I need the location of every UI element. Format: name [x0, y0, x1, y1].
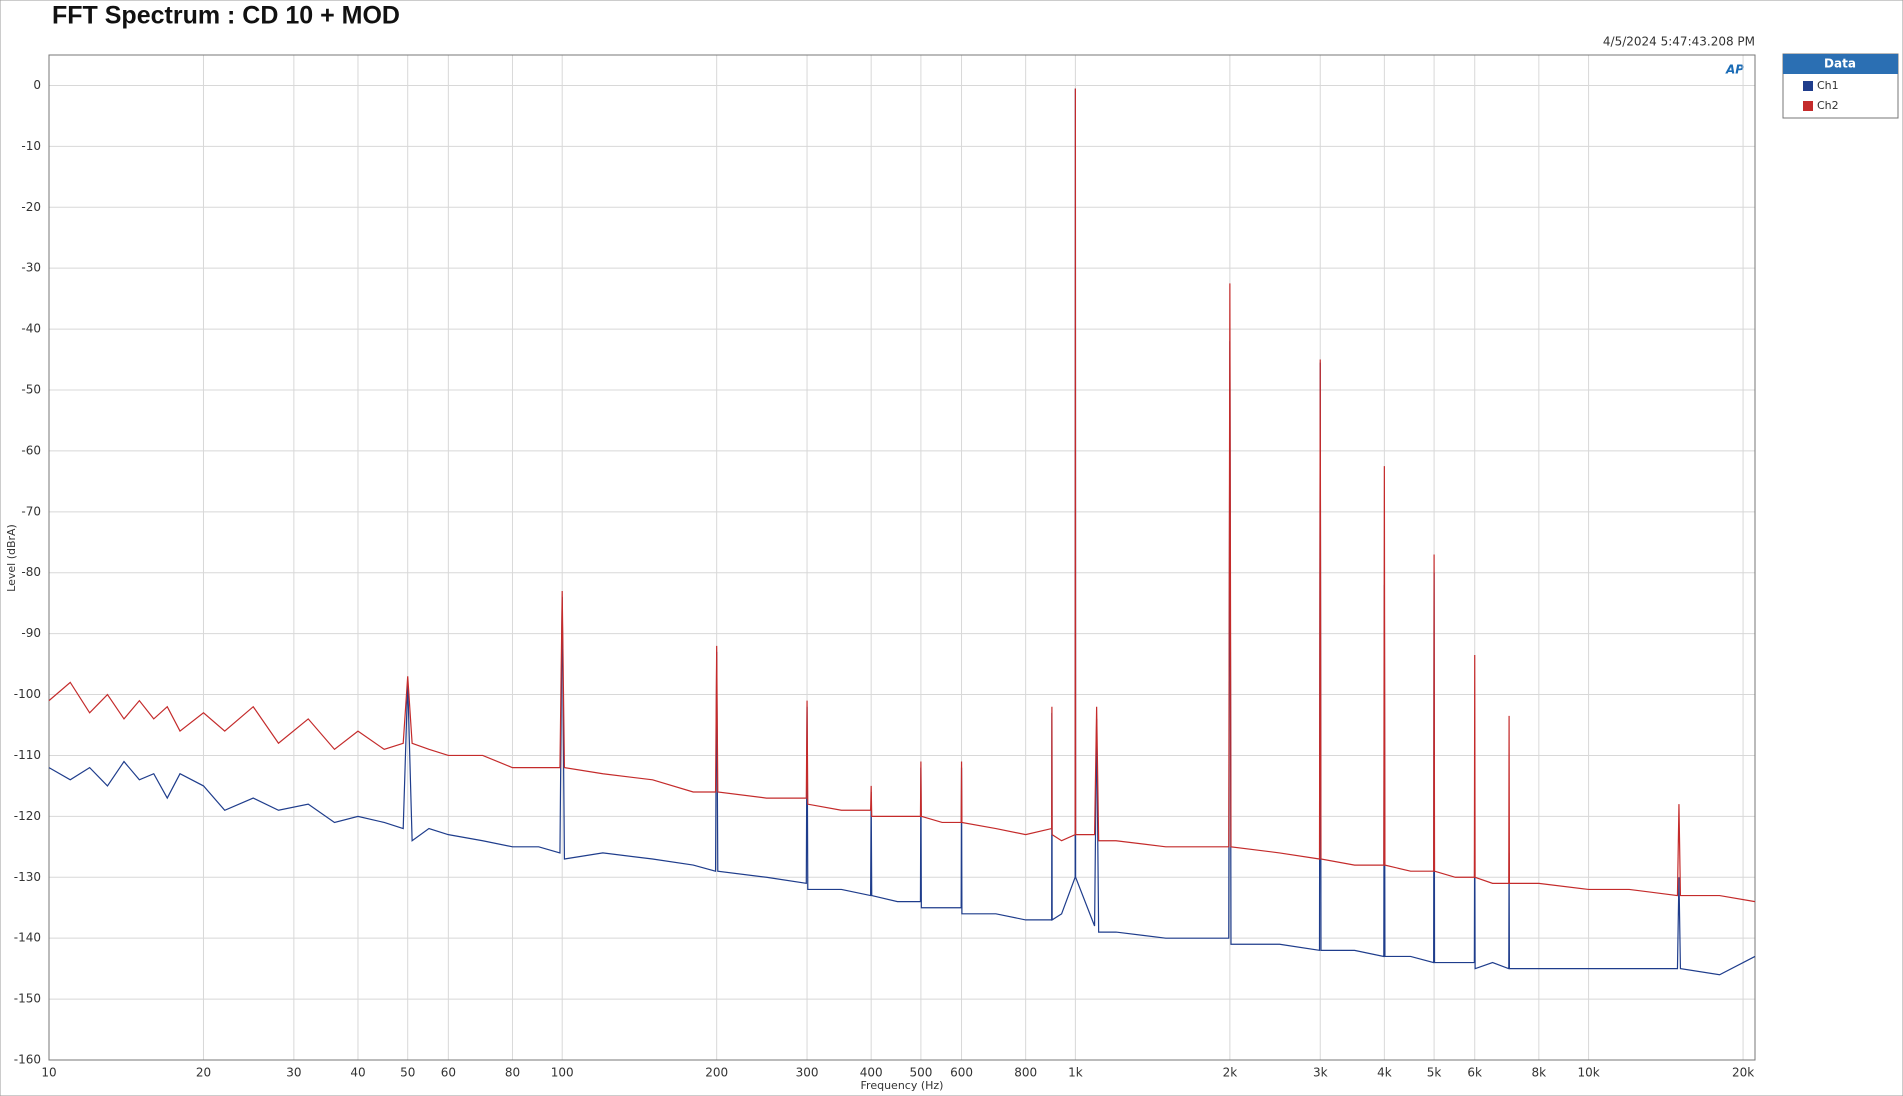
x-tick-label: 40: [350, 1066, 365, 1080]
y-tick-label: 0: [33, 78, 41, 92]
y-tick-label: -90: [21, 626, 41, 640]
x-tick-label: 60: [441, 1066, 456, 1080]
x-tick-label: 500: [909, 1066, 932, 1080]
x-axis-label: Frequency (Hz): [861, 1079, 944, 1092]
plot-frame: [48, 54, 1756, 1061]
y-tick-label: -160: [14, 1053, 41, 1067]
x-tick-label: 2k: [1223, 1066, 1238, 1080]
series-line: [48, 88, 1756, 903]
y-tick-label: -120: [14, 809, 41, 823]
y-tick-label: -110: [14, 748, 41, 762]
y-tick-label: -10: [21, 139, 41, 153]
legend-label: Ch1: [1817, 79, 1839, 92]
x-tick-label: 80: [505, 1066, 520, 1080]
series-line: [48, 88, 1756, 976]
x-tick-label: 20: [196, 1066, 211, 1080]
y-tick-label: -70: [21, 504, 41, 518]
y-tick-label: -50: [21, 383, 41, 397]
x-tick-label: 20k: [1732, 1066, 1754, 1080]
y-tick-label: -100: [14, 687, 41, 701]
y-axis-label: Level (dBrA): [5, 524, 18, 592]
x-tick-label: 1k: [1068, 1066, 1083, 1080]
x-tick-label: 30: [286, 1066, 301, 1080]
y-tick-label: -140: [14, 931, 41, 945]
y-tick-label: -60: [21, 443, 41, 457]
y-tick-label: -80: [21, 565, 41, 579]
x-tick-label: 50: [400, 1066, 415, 1080]
x-tick-label: 8k: [1532, 1066, 1547, 1080]
y-tick-label: -130: [14, 870, 41, 884]
x-tick-label: 10: [41, 1066, 56, 1080]
x-tick-label: 5k: [1427, 1066, 1442, 1080]
x-tick-label: 3k: [1313, 1066, 1328, 1080]
timestamp: 4/5/2024 5:47:43.208 PM: [1603, 35, 1755, 49]
y-tick-label: -40: [21, 322, 41, 336]
x-tick-label: 300: [796, 1066, 819, 1080]
x-tick-label: 200: [705, 1066, 728, 1080]
x-tick-label: 800: [1014, 1066, 1037, 1080]
y-tick-label: -20: [21, 200, 41, 214]
x-tick-label: 400: [860, 1066, 883, 1080]
x-tick-label: 10k: [1577, 1066, 1599, 1080]
y-tick-label: -150: [14, 992, 41, 1006]
legend: Data Ch1 Ch2: [1782, 53, 1899, 119]
legend-swatch: [1803, 81, 1813, 91]
logo: AP: [1725, 63, 1744, 77]
x-tick-label: 100: [551, 1066, 574, 1080]
legend-header: [1783, 54, 1898, 74]
chart-title: FFT Spectrum : CD 10 + MOD: [52, 2, 400, 30]
y-tick-label: -30: [21, 261, 41, 275]
legend-title: Data: [1824, 57, 1856, 71]
legend-label: Ch2: [1817, 99, 1839, 112]
x-tick-label: 600: [950, 1066, 973, 1080]
x-tick-label: 6k: [1467, 1066, 1482, 1080]
legend-swatch: [1803, 101, 1813, 111]
x-tick-label: 4k: [1377, 1066, 1392, 1080]
